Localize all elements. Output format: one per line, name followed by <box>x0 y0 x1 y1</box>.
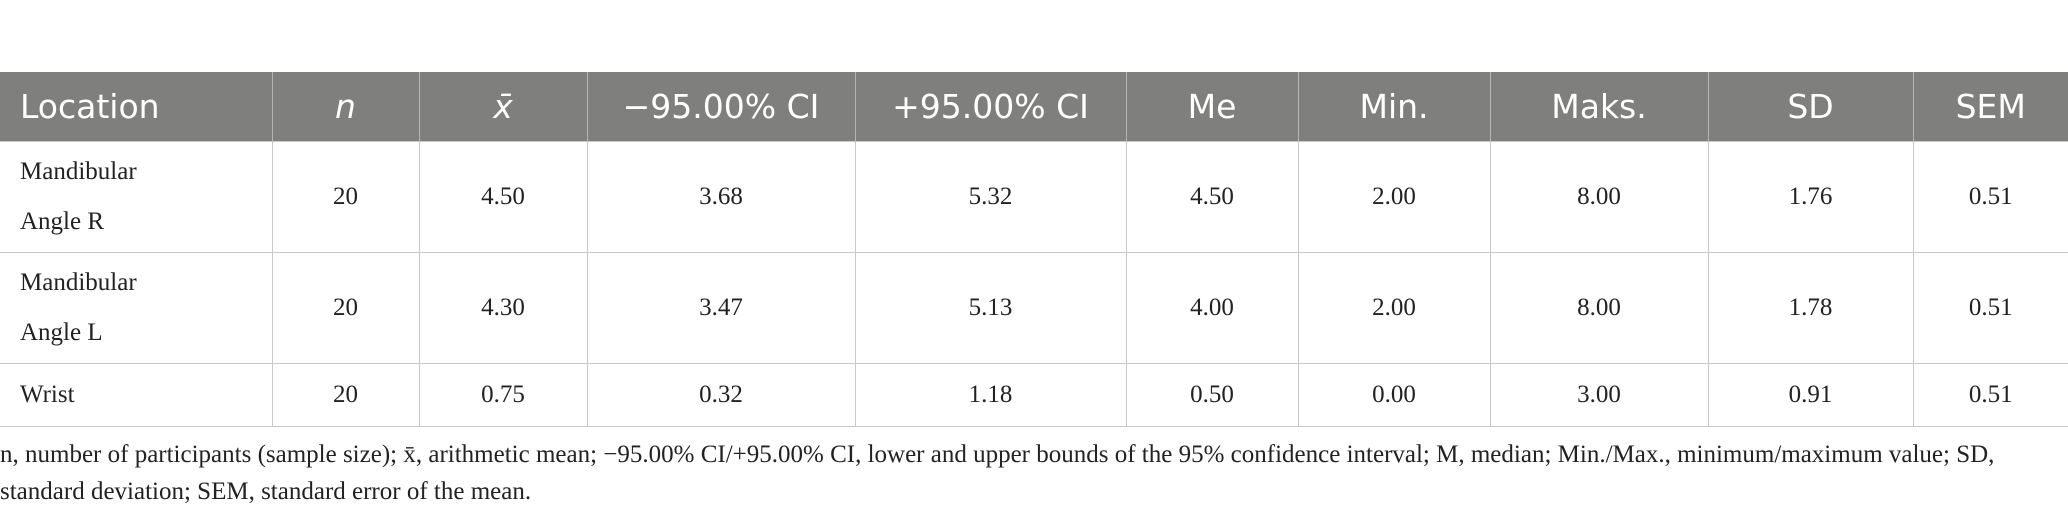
cell: 2.00 <box>1297 141 1491 253</box>
table-row: Mandibular Angle L 20 4.30 3.47 5.13 4.00 2.00… <box>0 252 2068 364</box>
row-label: Wrist <box>0 363 273 427</box>
data-table: Location n x̄ −95.00% CI +95.00% CI Me Min. Mak… <box>0 72 2068 427</box>
row-label: Mandibular Angle R <box>0 141 273 253</box>
header-row: Location n x̄ −95.00% CI +95.00% CI Me Min. Mak… <box>0 72 2068 142</box>
cell: 1.18 <box>854 363 1127 427</box>
cell: 20 <box>271 363 420 427</box>
column-header: +95.00% CI <box>854 72 1126 142</box>
cell: 2.00 <box>1297 252 1491 364</box>
cell: 0.91 <box>1707 363 1914 427</box>
cell: 5.32 <box>854 141 1127 253</box>
table-row: Mandibular Angle R 20 4.50 3.68 5.32 4.50 2.00… <box>0 141 2068 253</box>
column-header: Location <box>0 72 272 142</box>
cell: 5.13 <box>854 252 1127 364</box>
cell: 3.47 <box>586 252 856 364</box>
cell: 0.50 <box>1125 363 1299 427</box>
cell: 3.00 <box>1489 363 1709 427</box>
table-body: Mandibular Angle R 20 4.50 3.68 5.32 4.50 2.00… <box>0 141 2068 427</box>
row-label: Mandibular Angle L <box>0 252 273 364</box>
cell: 0.00 <box>1297 363 1491 427</box>
cell: 20 <box>271 141 420 253</box>
column-header: n <box>271 72 419 142</box>
cell: 4.50 <box>418 141 588 253</box>
cell: 8.00 <box>1489 141 1709 253</box>
column-header: SD <box>1707 72 1913 142</box>
column-header: Min. <box>1297 72 1490 142</box>
cell: 0.75 <box>418 363 588 427</box>
cell: 3.68 <box>586 141 856 253</box>
cell: 4.00 <box>1125 252 1299 364</box>
column-header: x̄ <box>418 72 587 142</box>
cell: 4.30 <box>418 252 588 364</box>
column-header: SEM <box>1912 72 2068 142</box>
cell: 0.51 <box>1912 363 2068 427</box>
cell: 0.51 <box>1912 141 2068 253</box>
cell: 0.51 <box>1912 252 2068 364</box>
table-row: Wrist 20 0.75 0.32 1.18 0.50 0.00 3.00 0.91 0.51 <box>0 363 2068 427</box>
cell: 1.78 <box>1707 252 1914 364</box>
cell: 1.76 <box>1707 141 1914 253</box>
column-header: Maks. <box>1489 72 1708 142</box>
footnote: n, number of participants (sample size);… <box>0 441 1995 505</box>
column-header: Me <box>1125 72 1298 142</box>
cell: 8.00 <box>1489 252 1709 364</box>
cell: 20 <box>271 252 420 364</box>
column-header: −95.00% CI <box>586 72 855 142</box>
cell: 0.32 <box>586 363 856 427</box>
cell: 4.50 <box>1125 141 1299 253</box>
